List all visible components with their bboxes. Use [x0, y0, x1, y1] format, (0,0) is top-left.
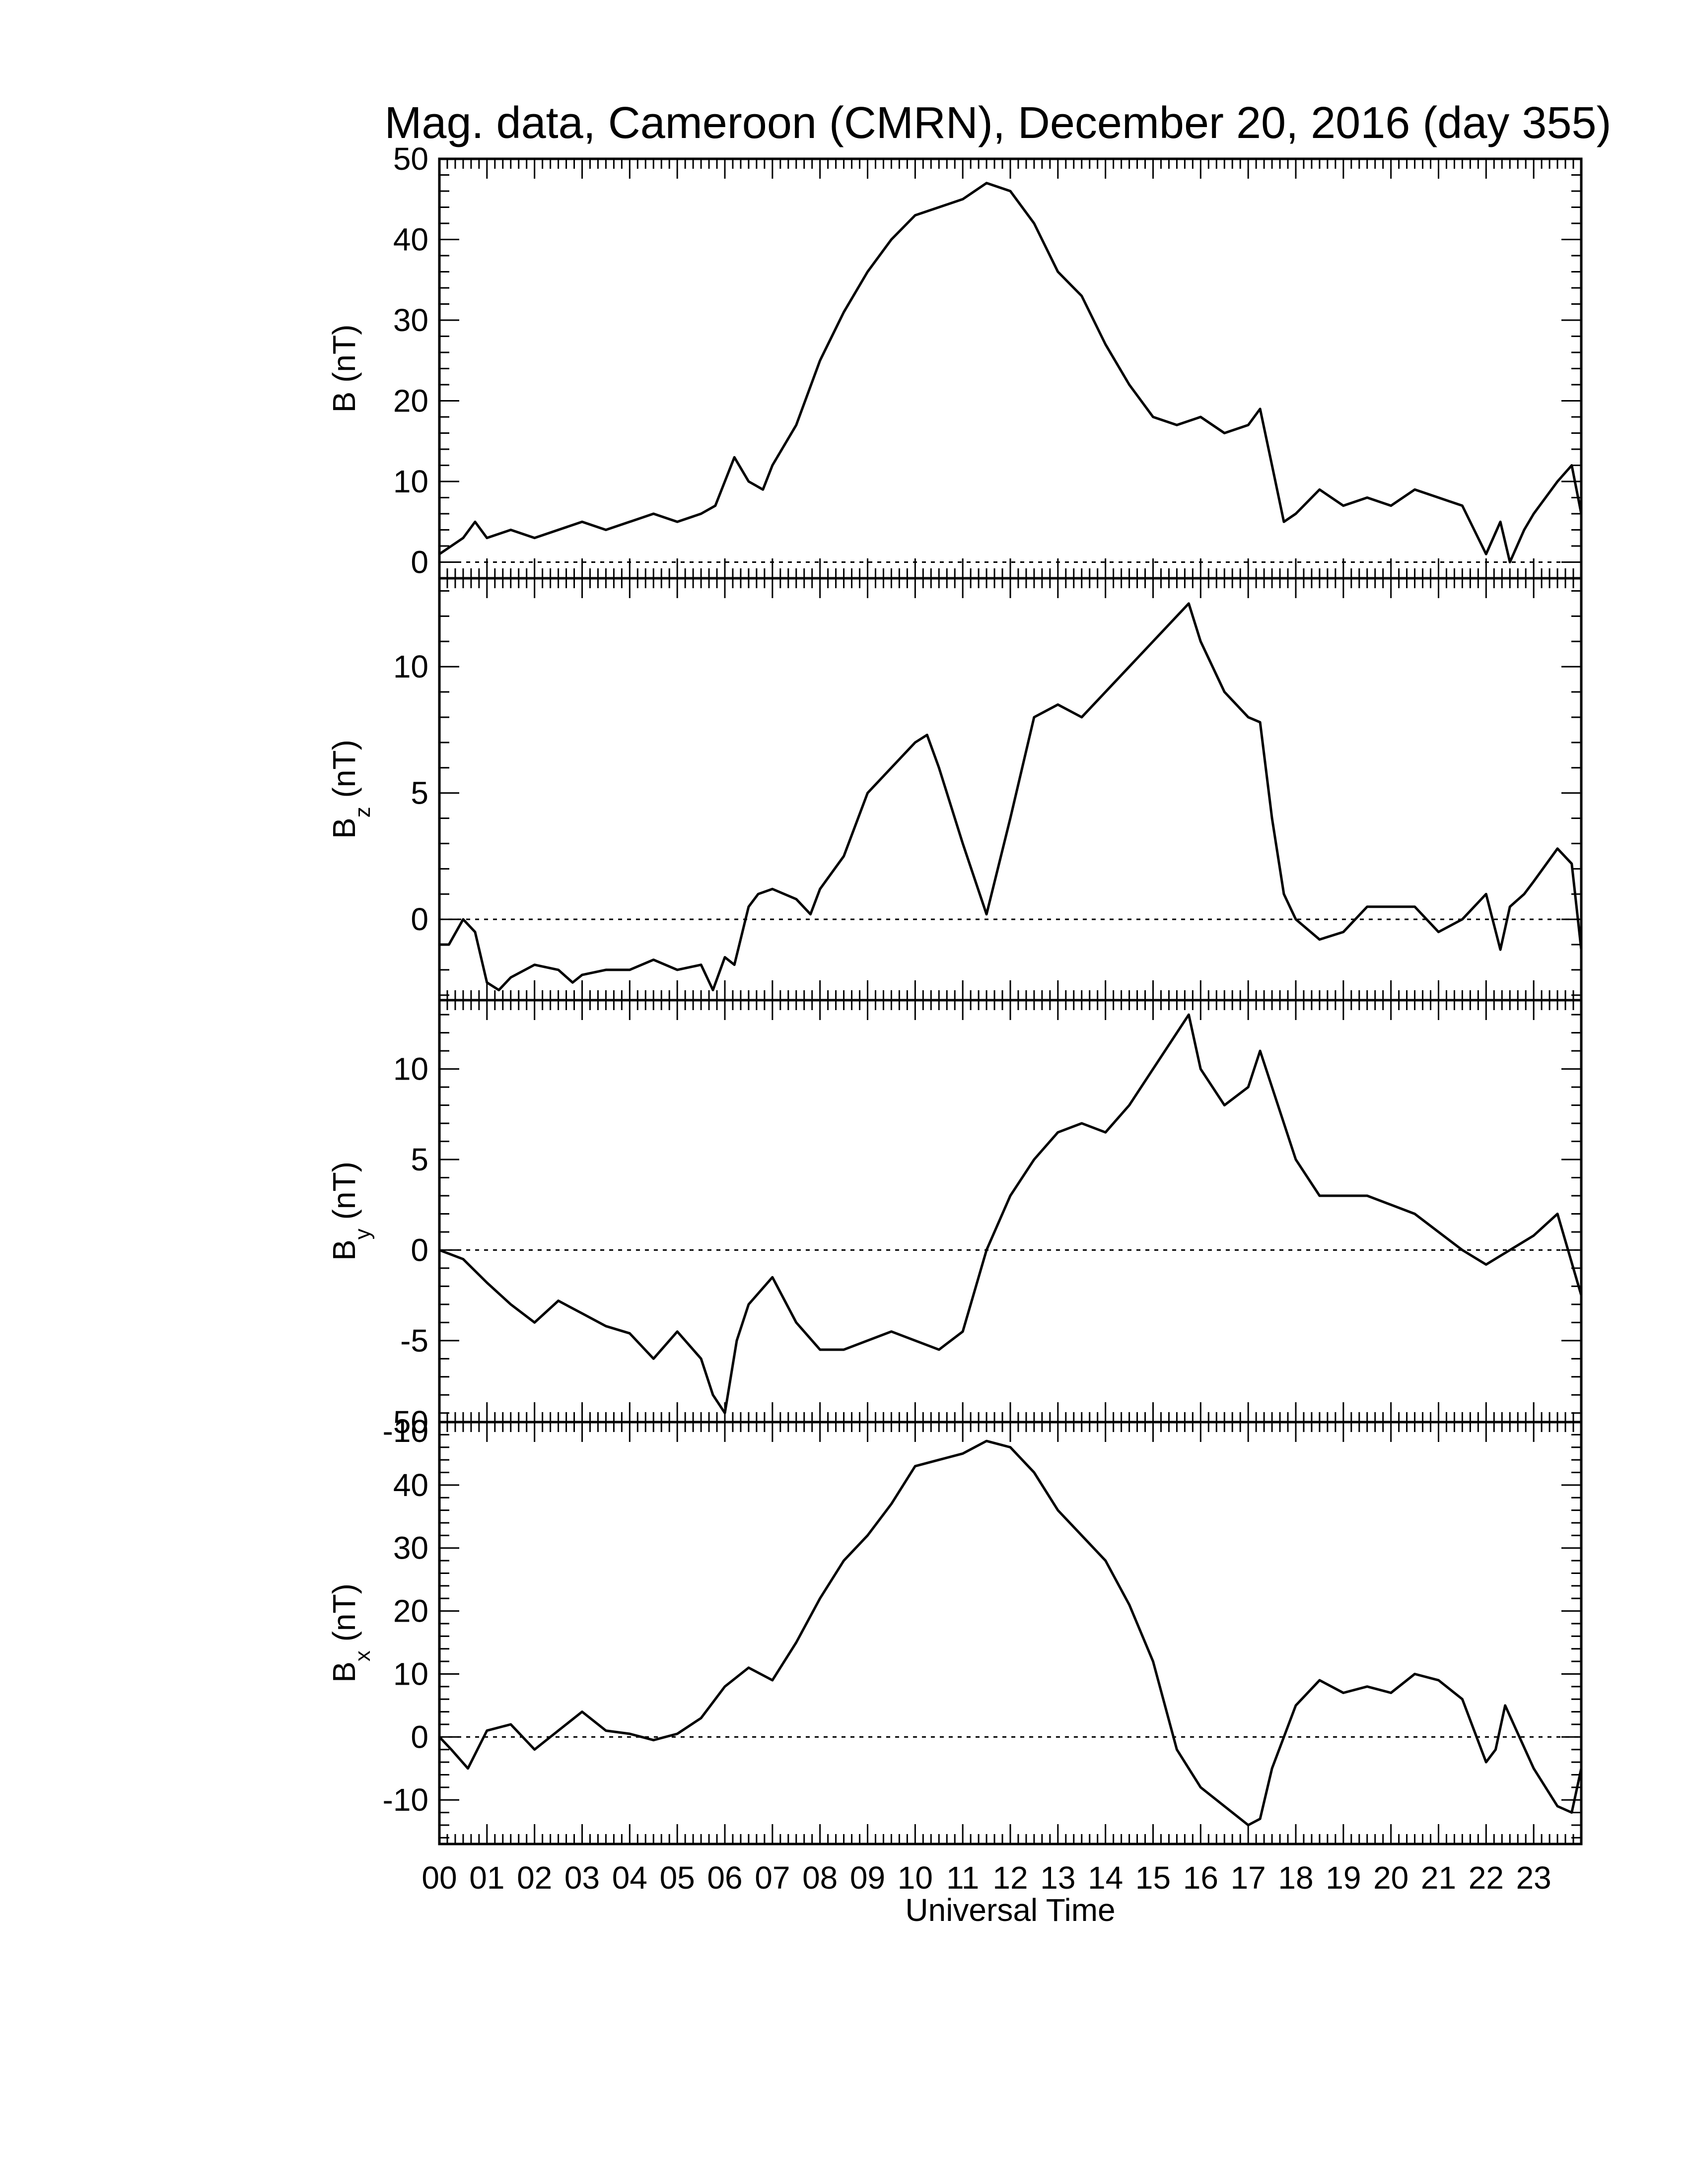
y-axis-label-unit: (nT): [326, 1583, 362, 1650]
x-tick-labels: 00 01 02 03 04 05 06 07 08 09 10 11 12 13 14 15 16 17 18 19…: [422, 1860, 1551, 1896]
x-tick-label: 08: [802, 1860, 838, 1896]
x-tick-label: 13: [1040, 1860, 1075, 1896]
x-tick-label: 09: [850, 1860, 885, 1896]
x-tick-label: 21: [1421, 1860, 1456, 1896]
x-tick-label: 01: [469, 1860, 504, 1896]
x-tick-label: 02: [517, 1860, 552, 1896]
x-tick-label: 19: [1326, 1860, 1361, 1896]
y-tick-label: 0: [411, 901, 428, 937]
panel-frame: [438, 577, 1583, 1002]
y-axis-label-unit: (nT): [326, 740, 362, 807]
x-tick-label: 18: [1278, 1860, 1313, 1896]
y-tick-label: 30: [393, 302, 428, 338]
x-tick-label: 17: [1231, 1860, 1266, 1896]
x-tick-label: 04: [612, 1860, 647, 1896]
panel-1: 0 10 20 30 40 50 B (nT): [326, 141, 1583, 580]
series-line-3: [439, 1013, 1583, 1415]
y-axis-label-main: B: [326, 818, 362, 839]
panel-stack: 0 10 20 30 40 50 B (nT) 0 5 10 Bz (nT) -10 -5 0 5 10 By …: [326, 141, 1583, 1845]
y-tick-label: -10: [383, 1413, 429, 1449]
y-axis-label-unit: (nT): [326, 325, 362, 392]
panel-frame: [438, 157, 1583, 580]
y-tick-label: 0: [411, 545, 428, 580]
panel-2: 0 5 10 Bz (nT): [326, 577, 1583, 1002]
x-axis-title: Universal Time: [905, 1892, 1115, 1928]
y-axis-label: Bx (nT): [326, 1583, 375, 1683]
y-tick-label: 0: [411, 1719, 428, 1755]
y-axis-label: Bz (nT): [326, 740, 375, 839]
y-axis-label: By (nT): [326, 1161, 375, 1261]
y-tick-label: 10: [393, 464, 428, 499]
y-axis-label-sub: z: [351, 807, 375, 818]
series-line-1: [438, 182, 1583, 563]
x-tick-label: 03: [564, 1860, 600, 1896]
y-tick-label: 50: [393, 141, 428, 177]
panel-3: -10 -5 0 5 10 By (nT): [326, 999, 1583, 1449]
x-tick-label: 10: [898, 1860, 933, 1896]
x-tick-label: 16: [1183, 1860, 1218, 1896]
y-tick-label: 10: [393, 649, 428, 684]
y-tick-label: 50: [393, 1404, 428, 1440]
series-line-2: [439, 602, 1583, 992]
y-tick-label: 10: [393, 1656, 428, 1692]
y-tick-label: 5: [411, 775, 428, 811]
y-tick-label: -5: [400, 1323, 428, 1359]
x-tick-label: 00: [422, 1860, 457, 1896]
x-tick-label: 20: [1373, 1860, 1408, 1896]
x-tick-label: 23: [1516, 1860, 1551, 1896]
y-axis-label: B (nT): [326, 325, 362, 413]
y-tick-label: 5: [411, 1142, 428, 1177]
y-axis-label-unit: (nT): [326, 1161, 362, 1228]
y-tick-label: 40: [393, 222, 428, 258]
y-axis-label-main: B: [326, 392, 362, 413]
x-tick-label: 15: [1135, 1860, 1171, 1896]
y-tick-label: -10: [383, 1782, 429, 1818]
y-tick-label: 30: [393, 1530, 428, 1566]
x-tick-label: 14: [1088, 1860, 1123, 1896]
panel-4: -10 0 10 20 30 40 50 Bx (nT): [326, 1404, 1583, 1845]
y-tick-label: 40: [393, 1467, 428, 1503]
x-tick-label: 22: [1469, 1860, 1504, 1896]
x-tick-label: 06: [707, 1860, 742, 1896]
x-tick-label: 11: [946, 1860, 979, 1896]
x-tick-label: 07: [755, 1860, 790, 1896]
x-tick-label: 05: [660, 1860, 695, 1896]
x-tick-label: 12: [992, 1860, 1028, 1896]
y-axis-label-main: B: [326, 1661, 362, 1683]
y-tick-label: 20: [393, 1593, 428, 1629]
y-tick-label: 20: [393, 383, 428, 419]
panel-frame: [438, 1421, 1583, 1845]
y-axis-label-sub: x: [351, 1650, 375, 1661]
chart-title: Mag. data, Cameroon (CMRN), December 20,…: [384, 98, 1611, 148]
y-axis-label-sub: y: [351, 1228, 375, 1239]
y-tick-label: 0: [411, 1232, 428, 1268]
y-axis-label-main: B: [326, 1239, 362, 1261]
y-tick-label: 10: [393, 1051, 428, 1087]
series-line-4: [438, 1439, 1583, 1827]
